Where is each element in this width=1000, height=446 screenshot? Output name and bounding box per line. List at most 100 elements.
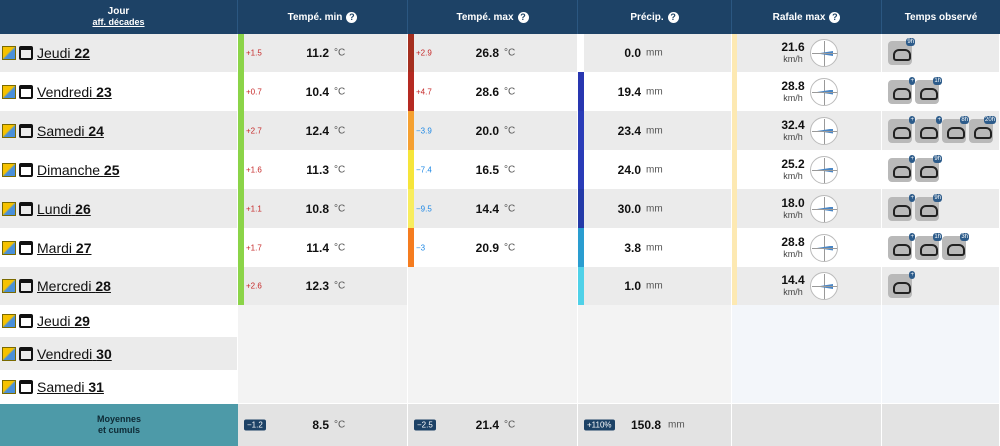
wind-value: 18.0 km/h <box>781 195 805 220</box>
temp-unit: °C <box>334 203 346 214</box>
tmax-cell <box>408 370 578 403</box>
tmax-value: 14.4 <box>475 201 499 216</box>
wind-rose-icon[interactable] <box>810 155 838 184</box>
help-icon[interactable]: ? <box>346 11 358 23</box>
tmax-anomaly: −7.4 <box>416 165 432 174</box>
tmax-cell: −7.4 16.5 °C <box>408 150 578 189</box>
tmin-value: 11.2 <box>306 46 329 60</box>
tmin-anomaly: +1.1 <box>246 204 262 213</box>
obs-time-tag: + <box>909 232 915 241</box>
sun-haze-icon[interactable]: 3h <box>942 232 969 260</box>
tmin-anomaly: +1.6 <box>246 165 262 174</box>
rain-cloud-icon[interactable]: 9h <box>915 193 942 221</box>
footer-label-line2: et cumuls <box>97 425 140 435</box>
storm-cloud-icon[interactable]: + <box>888 76 915 104</box>
wind-bar <box>732 189 737 228</box>
header-tmin-label: Tempé. min <box>287 11 343 23</box>
day-link[interactable]: Vendredi 30 <box>37 345 112 362</box>
calendar-icon[interactable] <box>19 240 33 255</box>
sun-haze-icon[interactable]: 1h <box>915 76 942 104</box>
tmax-cell <box>408 305 578 337</box>
tmax-value: 28.6 <box>475 84 499 99</box>
rain-cloud-icon[interactable]: + <box>888 154 915 182</box>
temp-unit: °C <box>504 125 516 136</box>
calendar-icon[interactable] <box>19 279 33 293</box>
precip-value: 0.0 <box>624 46 641 60</box>
day-link[interactable]: Mercredi 28 <box>37 278 111 294</box>
obs-time-tag: 9h <box>933 154 942 163</box>
wind-cell <box>732 370 882 403</box>
help-icon[interactable]: ? <box>517 11 529 23</box>
tmin-anomaly: +1.5 <box>246 48 262 58</box>
wind-rose-icon[interactable] <box>810 233 838 262</box>
precip-cell <box>578 305 732 337</box>
day-link[interactable]: Dimanche 25 <box>37 161 120 178</box>
shower-cloud-icon[interactable]: 20h <box>969 115 996 143</box>
sun-cloud-icon <box>2 379 16 394</box>
wind-rose-icon[interactable] <box>810 116 838 145</box>
rain-cloud-icon[interactable]: 9h <box>915 154 942 182</box>
sun-cloud-icon <box>2 162 16 177</box>
rain-cloud-icon[interactable]: + <box>888 115 915 143</box>
sun-haze-icon[interactable]: 9h <box>888 38 915 65</box>
wind-rose-icon[interactable] <box>810 194 838 223</box>
precip-unit: mm <box>646 47 663 59</box>
rain-cloud-icon[interactable]: 1h <box>915 232 942 260</box>
tmax-cell: +2.9 26.8 °C <box>408 34 578 72</box>
rain-cloud-icon[interactable]: + <box>915 115 942 143</box>
day-link[interactable]: Samedi 31 <box>37 378 104 395</box>
wind-value: 21.6 km/h <box>781 40 805 64</box>
calendar-icon[interactable] <box>19 84 33 99</box>
sun-cloud-icon <box>2 123 16 138</box>
tmin-cell: +1.6 11.3 °C <box>238 150 408 189</box>
observed-cell <box>882 370 1000 403</box>
wind-rose-icon[interactable] <box>810 39 838 67</box>
sun-cloud-icon <box>2 279 16 293</box>
help-icon[interactable]: ? <box>667 11 679 23</box>
table-row: Mercredi 28 +2.6 12.3 °C 1.0 mm 14.4 km/h <box>0 267 1000 305</box>
temp-unit: °C <box>504 242 516 253</box>
rain-cloud-icon[interactable]: + <box>888 232 915 260</box>
day-link[interactable]: Samedi 24 <box>37 122 104 139</box>
tmin-cell <box>238 305 408 337</box>
decades-link[interactable]: aff. décades <box>92 17 145 27</box>
day-link[interactable]: Jeudi 22 <box>37 45 90 61</box>
header-precip-label: Précip. <box>630 11 664 23</box>
storm-cloud-icon[interactable]: 8h <box>942 115 969 143</box>
calendar-icon[interactable] <box>19 346 33 361</box>
day-cell: Dimanche 25 <box>0 150 238 189</box>
rain-cloud-icon[interactable]: + <box>888 271 915 298</box>
header-observed: Temps observé <box>882 0 1000 34</box>
footer-tmax: −2.5 21.4 °C <box>408 404 578 446</box>
day-link[interactable]: Vendredi 23 <box>37 83 112 100</box>
observed-cell <box>882 305 1000 337</box>
precip-stripe <box>578 189 584 228</box>
day-link[interactable]: Jeudi 29 <box>37 313 90 329</box>
wind-rose-icon[interactable] <box>810 272 838 300</box>
wind-cell: 32.4 km/h <box>732 111 882 150</box>
precip-anomaly-badge: +110% <box>584 419 615 431</box>
calendar-icon[interactable] <box>19 379 33 394</box>
footer-label: Moyennes et cumuls <box>0 404 238 446</box>
calendar-icon[interactable] <box>19 46 33 60</box>
day-cell: Vendredi 30 <box>0 337 238 370</box>
calendar-icon[interactable] <box>19 162 33 177</box>
rain-cloud-icon[interactable]: + <box>888 193 915 221</box>
day-link[interactable]: Lundi 26 <box>37 200 91 217</box>
wind-bar <box>732 72 737 111</box>
calendar-icon[interactable] <box>19 201 33 216</box>
calendar-icon[interactable] <box>19 314 33 328</box>
wind-value: 28.8 km/h <box>781 234 805 259</box>
help-icon[interactable]: ? <box>829 11 841 23</box>
day-link[interactable]: Mardi 27 <box>37 239 92 256</box>
wind-rose-icon[interactable] <box>810 77 838 106</box>
precip-value: 1.0 <box>624 279 641 293</box>
header-precip: Précip. ? <box>578 0 732 34</box>
tmax-anomaly-badge: −2.5 <box>414 419 436 431</box>
obs-time-tag: + <box>909 154 915 163</box>
precip-unit: mm <box>646 280 663 292</box>
calendar-icon[interactable] <box>19 123 33 138</box>
tmin-anomaly: +2.6 <box>246 281 262 291</box>
precip-cell: 1.0 mm <box>578 267 732 305</box>
tmin-cell <box>238 370 408 403</box>
